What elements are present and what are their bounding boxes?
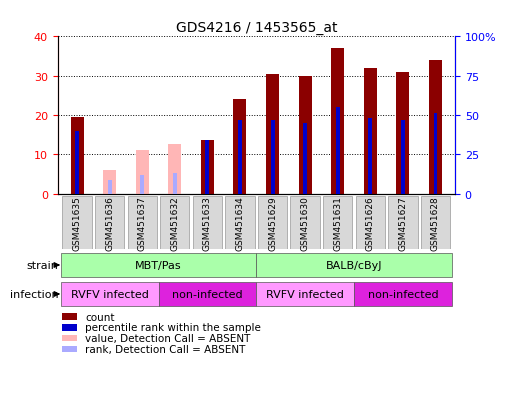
Bar (62, 313, 77, 320)
Bar (323, 196, 353, 250)
Bar (71, 118, 84, 194)
Bar (103, 171, 116, 194)
Bar (434, 114, 437, 194)
Bar (75, 131, 79, 194)
Bar (61, 253, 256, 278)
Title: GDS4216 / 1453565_at: GDS4216 / 1453565_at (176, 21, 337, 35)
Bar (140, 176, 144, 194)
Bar (256, 253, 452, 278)
Bar (336, 108, 339, 194)
Text: GSM451630: GSM451630 (301, 196, 310, 250)
Bar (136, 151, 149, 194)
Bar (429, 61, 442, 194)
Bar (299, 76, 312, 194)
Bar (266, 74, 279, 194)
Bar (354, 282, 452, 306)
Bar (270, 120, 275, 194)
Bar (233, 100, 246, 194)
Bar (388, 196, 417, 250)
Bar (238, 120, 242, 194)
Bar (396, 73, 410, 194)
Text: GSM451629: GSM451629 (268, 196, 277, 250)
Text: GSM451626: GSM451626 (366, 196, 375, 250)
Bar (62, 335, 77, 342)
Bar (290, 196, 320, 250)
Text: GSM451636: GSM451636 (105, 196, 114, 250)
Bar (206, 141, 209, 194)
Bar (331, 49, 344, 194)
Bar (201, 141, 214, 194)
Text: GSM451634: GSM451634 (235, 196, 244, 250)
Text: value, Detection Call = ABSENT: value, Detection Call = ABSENT (85, 333, 251, 343)
Bar (128, 196, 157, 250)
Bar (225, 196, 255, 250)
Bar (95, 196, 124, 250)
Text: GSM451637: GSM451637 (138, 196, 147, 250)
Bar (62, 196, 92, 250)
Text: RVFV infected: RVFV infected (266, 289, 344, 299)
Text: percentile rank within the sample: percentile rank within the sample (85, 323, 261, 332)
Bar (368, 119, 372, 194)
Text: BALB/cByJ: BALB/cByJ (326, 260, 382, 271)
Bar (168, 145, 181, 194)
Bar (193, 196, 222, 250)
Text: GSM451635: GSM451635 (73, 196, 82, 250)
Text: GSM451632: GSM451632 (170, 196, 179, 250)
Bar (256, 282, 354, 306)
Bar (356, 196, 385, 250)
Text: GSM451628: GSM451628 (431, 196, 440, 250)
Text: non-infected: non-infected (172, 289, 243, 299)
Text: GSM451633: GSM451633 (203, 196, 212, 250)
Text: MBT/Pas: MBT/Pas (135, 260, 182, 271)
Text: GSM451631: GSM451631 (333, 196, 342, 250)
Bar (258, 196, 287, 250)
Bar (62, 346, 77, 352)
Bar (62, 324, 77, 331)
Bar (160, 196, 189, 250)
Text: non-infected: non-infected (368, 289, 438, 299)
Bar (108, 181, 111, 194)
Text: count: count (85, 312, 115, 322)
Bar (364, 69, 377, 194)
Bar (158, 282, 256, 306)
Text: RVFV infected: RVFV infected (71, 289, 149, 299)
Text: GSM451627: GSM451627 (399, 196, 407, 250)
Text: strain: strain (26, 260, 58, 271)
Text: infection: infection (9, 289, 58, 299)
Text: rank, Detection Call = ABSENT: rank, Detection Call = ABSENT (85, 344, 246, 354)
Bar (401, 120, 405, 194)
Bar (303, 123, 307, 194)
Bar (421, 196, 450, 250)
Bar (61, 282, 158, 306)
Bar (173, 174, 177, 194)
